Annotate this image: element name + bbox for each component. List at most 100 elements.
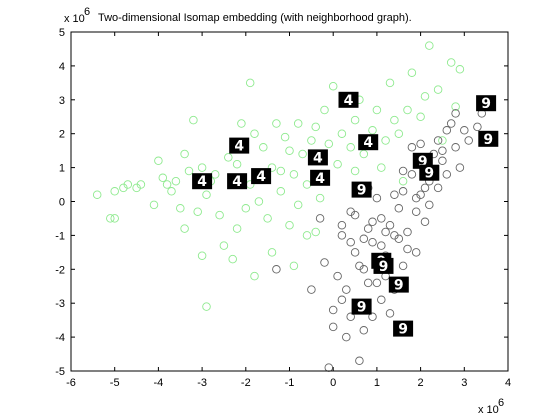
series-2-point (464, 136, 473, 145)
series-1-point (276, 187, 286, 196)
digit-thumbnail (251, 168, 272, 185)
digit-thumbnail-label: 9 (424, 166, 434, 182)
series-2-point (328, 322, 338, 332)
series-2-point (407, 143, 417, 152)
series-1-point (197, 163, 207, 172)
series-1-point (289, 170, 299, 179)
digit-thumbnail (373, 257, 394, 274)
series-1-point (263, 214, 272, 223)
y-tick-label: 0 (59, 197, 65, 209)
digit-thumbnail-label: 9 (418, 154, 428, 170)
series-1-point (280, 132, 290, 142)
thumbnails-layer: 444444449999999999 (192, 91, 499, 338)
series-1-point (123, 180, 133, 189)
series-1-point (403, 105, 412, 115)
series-2-point (398, 261, 408, 271)
series-2-point (394, 234, 404, 244)
y-tick-label: 4 (59, 61, 65, 73)
series-2-point (438, 156, 447, 166)
y-tick-label: 3 (59, 95, 65, 107)
digit-thumbnail-label: 4 (313, 150, 323, 166)
series-2-point (363, 278, 373, 288)
series-1-point (350, 166, 360, 176)
series-1-point (189, 115, 198, 125)
x-tick-label: -5 (110, 377, 120, 389)
series-1-point (232, 159, 242, 169)
series-1-point (311, 227, 320, 237)
series-1-point (438, 136, 447, 145)
series-1-point (307, 136, 316, 145)
series-2-point (425, 200, 434, 210)
series-1-point (202, 302, 211, 311)
series-1-point (455, 65, 465, 74)
series-1-point (224, 153, 233, 162)
digit-thumbnail (358, 134, 379, 151)
series-1-point (237, 119, 246, 128)
series-1-point (398, 176, 408, 186)
series-2-point (355, 261, 364, 271)
series-1-point (285, 146, 294, 155)
series-1-point (162, 180, 172, 189)
series-1-point (385, 78, 395, 88)
y-multiplier-exponent: 6 (84, 6, 90, 18)
series-1-point (407, 68, 417, 77)
y-tick-label: 5 (59, 27, 65, 39)
series-2-point (355, 356, 364, 366)
series-2-point (398, 166, 408, 176)
series-2-point (350, 248, 360, 257)
series-1-point (289, 261, 299, 271)
series-1-point (197, 251, 207, 260)
series-2-point (342, 285, 351, 294)
y-tick-label: -1 (55, 230, 65, 242)
x-tick-label: -1 (285, 377, 295, 389)
series-2-point (460, 126, 469, 135)
series-1-point (315, 193, 325, 203)
series-2-point (455, 163, 465, 172)
series-1-point (254, 197, 264, 206)
x-multiplier-exponent: 6 (498, 397, 504, 409)
series-2-point (372, 278, 382, 288)
series-1-point (154, 156, 163, 166)
digit-thumbnail-label: 9 (398, 322, 408, 338)
digit-thumbnail-label: 4 (232, 174, 242, 190)
y-tick-label: -4 (55, 332, 65, 344)
series-2-point (403, 244, 412, 254)
x-tick-label: -2 (241, 377, 251, 389)
series-2-point (272, 265, 281, 274)
series-1-point (184, 166, 194, 176)
series-1-point (110, 187, 119, 196)
series-2-point (337, 295, 347, 305)
series-2-point (420, 217, 430, 227)
series-2-point (315, 214, 325, 223)
series-1-point (176, 204, 185, 213)
chart-title: Two-dimensional Isomap embedding (with n… (98, 12, 412, 24)
digit-thumbnail (307, 149, 328, 166)
digit-thumbnail-label: 9 (481, 96, 491, 112)
x-tick-label: 2 (418, 377, 424, 389)
series-1-point (149, 200, 159, 210)
digit-thumbnail (419, 164, 440, 181)
x-tick-label: 4 (505, 377, 511, 389)
series-2-point (438, 146, 447, 155)
series-1-point (337, 129, 347, 138)
series-2-point (442, 126, 452, 135)
digit-thumbnail-label: 4 (315, 171, 325, 187)
series-2-point (390, 190, 399, 199)
x-tick-label: 0 (330, 377, 336, 389)
series-2-point (368, 217, 377, 227)
series-1-point (416, 112, 425, 122)
digit-thumbnail (393, 320, 414, 337)
series-1-point (250, 129, 259, 138)
series-1-point (228, 254, 237, 264)
series-1-point (394, 129, 404, 138)
series-2-point (368, 237, 377, 247)
digit-thumbnail (229, 137, 250, 154)
series-1-point (451, 102, 460, 111)
series-2-point (377, 214, 386, 223)
series-1-point (293, 119, 303, 128)
series-1-point (381, 136, 390, 145)
digit-thumbnail-label: 4 (256, 169, 266, 185)
series-1-point (324, 139, 334, 149)
